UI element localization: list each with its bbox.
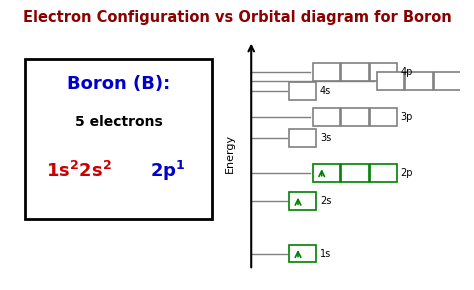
Text: 4p: 4p (401, 67, 413, 77)
Text: 3s: 3s (320, 133, 331, 143)
Text: 1s: 1s (320, 249, 331, 259)
Bar (313, 63, 340, 81)
Text: 3p: 3p (401, 112, 413, 122)
Bar (341, 164, 368, 182)
Text: Energy: Energy (225, 134, 235, 173)
Bar (462, 72, 474, 90)
Bar (370, 63, 397, 81)
Text: 2p: 2p (401, 168, 413, 178)
Bar (370, 108, 397, 126)
Bar (313, 108, 340, 126)
Text: 2s: 2s (320, 196, 331, 206)
Text: $\mathdefault{2p^1}$: $\mathdefault{2p^1}$ (150, 160, 185, 184)
Bar (289, 245, 316, 262)
Bar (289, 129, 316, 147)
Text: 5 electrons: 5 electrons (74, 115, 163, 129)
Bar (341, 108, 368, 126)
Bar (405, 72, 432, 90)
Bar (313, 164, 340, 182)
Bar (370, 164, 397, 182)
Bar (341, 63, 368, 81)
Bar (289, 82, 316, 99)
Bar (377, 72, 404, 90)
Text: Electron Configuration vs Orbital diagram for Boron: Electron Configuration vs Orbital diagra… (23, 10, 451, 25)
Bar (434, 72, 461, 90)
Text: 4s: 4s (320, 86, 331, 96)
Text: Boron (B):: Boron (B): (67, 75, 170, 93)
Text: $\mathdefault{1s^2 2s^2}$: $\mathdefault{1s^2 2s^2}$ (46, 161, 111, 182)
Bar (289, 192, 316, 210)
